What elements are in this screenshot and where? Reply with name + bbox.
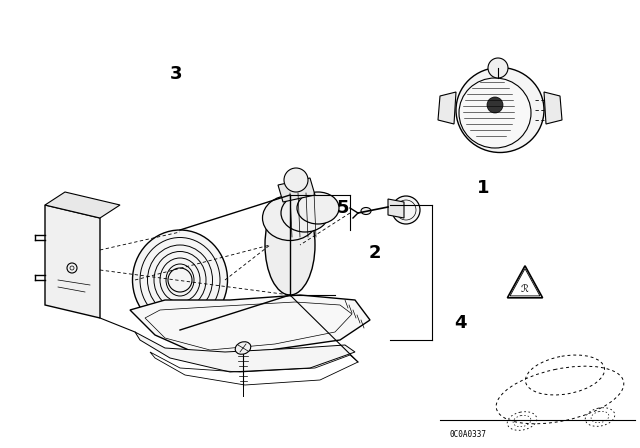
Circle shape <box>392 196 420 224</box>
Ellipse shape <box>132 230 227 330</box>
Text: 5: 5 <box>336 199 349 217</box>
Text: 0C0A0337: 0C0A0337 <box>450 430 487 439</box>
Text: 3: 3 <box>170 65 182 83</box>
Ellipse shape <box>456 68 544 152</box>
Text: 1: 1 <box>477 179 490 197</box>
Ellipse shape <box>265 195 315 295</box>
Ellipse shape <box>281 194 329 232</box>
Ellipse shape <box>236 342 251 354</box>
Text: ℛ: ℛ <box>521 284 529 294</box>
Polygon shape <box>130 295 370 355</box>
Circle shape <box>488 58 508 78</box>
Text: 4: 4 <box>454 314 467 332</box>
Ellipse shape <box>459 78 531 148</box>
Ellipse shape <box>361 207 371 215</box>
Polygon shape <box>45 192 120 218</box>
Polygon shape <box>45 205 100 318</box>
Polygon shape <box>135 332 355 372</box>
Text: 2: 2 <box>368 244 381 262</box>
Polygon shape <box>544 92 562 124</box>
Circle shape <box>284 168 308 192</box>
Polygon shape <box>438 92 456 124</box>
Ellipse shape <box>262 195 317 241</box>
Circle shape <box>487 97 503 113</box>
Polygon shape <box>278 178 315 202</box>
Polygon shape <box>388 199 404 218</box>
Ellipse shape <box>297 192 339 224</box>
